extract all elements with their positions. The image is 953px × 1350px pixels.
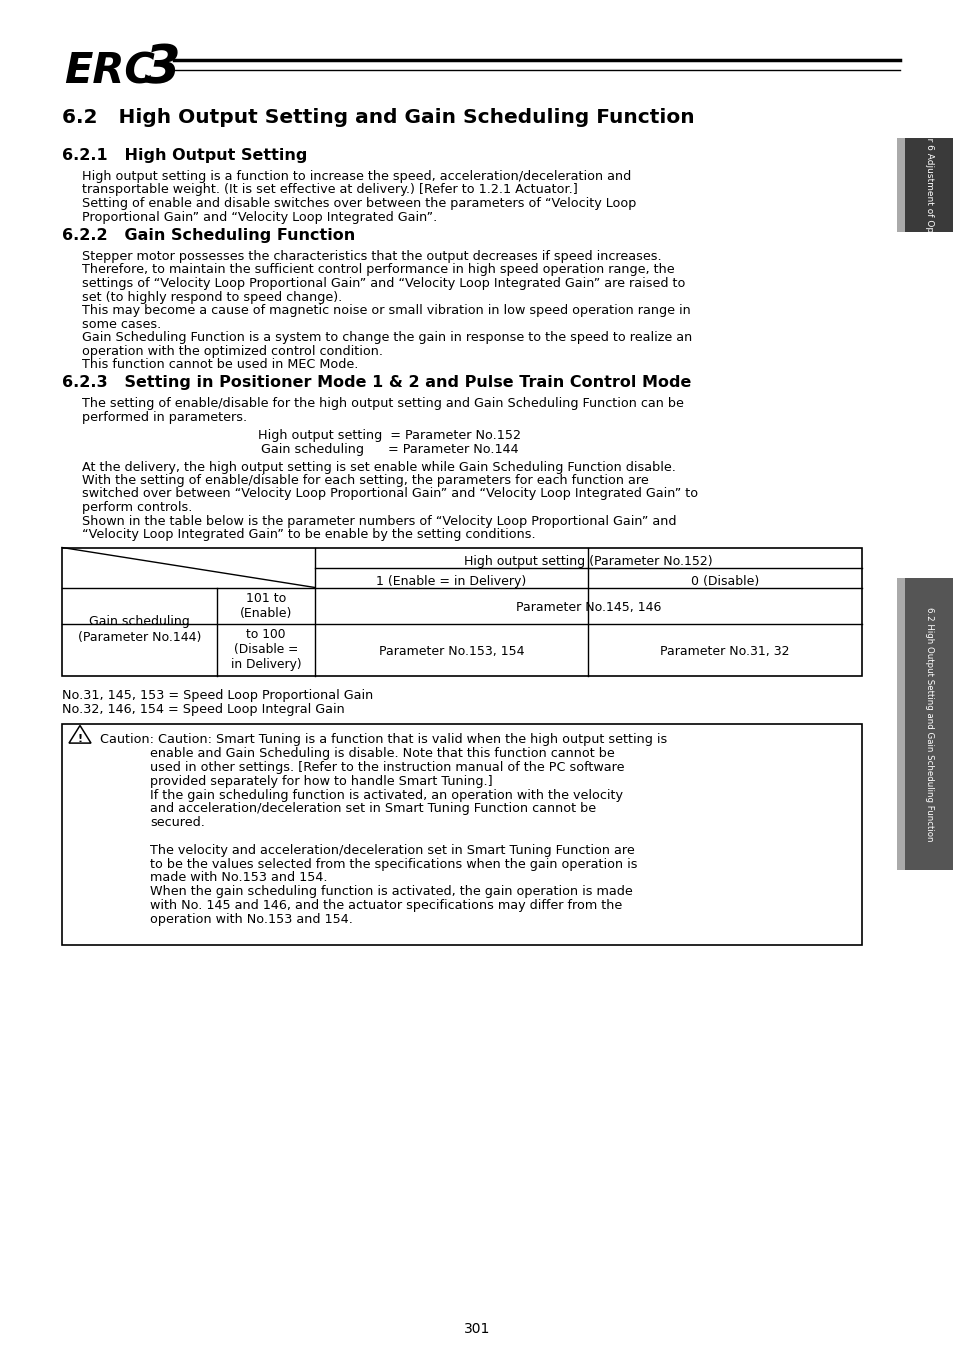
Text: High output setting  = Parameter No.152: High output setting = Parameter No.152 [258,428,521,441]
Text: operation with No.153 and 154.: operation with No.153 and 154. [150,913,353,926]
Text: Parameter No.145, 146: Parameter No.145, 146 [516,601,660,614]
Text: High output setting (Parameter No.152): High output setting (Parameter No.152) [464,555,712,568]
Bar [904,578,953,869]
Text: provided separately for how to handle Smart Tuning.]: provided separately for how to handle Sm… [150,775,492,788]
Text: 6.2.1   High Output Setting: 6.2.1 High Output Setting [62,148,307,163]
Text: made with No.153 and 154.: made with No.153 and 154. [150,872,327,884]
Text: Proportional Gain” and “Velocity Loop Integrated Gain”.: Proportional Gain” and “Velocity Loop In… [82,211,436,224]
Text: ERC: ERC [64,51,154,93]
Text: transportable weight. (It is set effective at delivery.) [Refer to 1.2.1 Actuato: transportable weight. (It is set effecti… [82,184,578,197]
Text: secured.: secured. [150,817,205,829]
Text: When the gain scheduling function is activated, the gain operation is made: When the gain scheduling function is act… [150,886,632,898]
Text: Chapter 6 Adjustment of Operation: Chapter 6 Adjustment of Operation [924,105,933,265]
Text: performed in parameters.: performed in parameters. [82,410,247,424]
Text: used in other settings. [Refer to the instruction manual of the PC software: used in other settings. [Refer to the in… [150,761,624,774]
Text: 6.2 High Output Setting and Gain Scheduling Function: 6.2 High Output Setting and Gain Schedul… [924,606,933,841]
Text: switched over between “Velocity Loop Proportional Gain” and “Velocity Loop Integ: switched over between “Velocity Loop Pro… [82,487,698,501]
Text: set (to highly respond to speed change).: set (to highly respond to speed change). [82,290,342,304]
Text: Stepper motor possesses the characteristics that the output decreases if speed i: Stepper motor possesses the characterist… [82,250,661,263]
Text: to 100
(Disable =
in Delivery): to 100 (Disable = in Delivery) [231,628,301,671]
Bar [904,138,953,232]
Bar [896,138,904,232]
Text: 6.2.2   Gain Scheduling Function: 6.2.2 Gain Scheduling Function [62,228,355,243]
Text: settings of “Velocity Loop Proportional Gain” and “Velocity Loop Integrated Gain: settings of “Velocity Loop Proportional … [82,277,684,290]
Text: Shown in the table below is the parameter numbers of “Velocity Loop Proportional: Shown in the table below is the paramete… [82,514,676,528]
Bar [62,724,862,945]
Text: If the gain scheduling function is activated, an operation with the velocity: If the gain scheduling function is activ… [150,788,622,802]
Bar [62,548,862,675]
Text: Gain scheduling
(Parameter No.144): Gain scheduling (Parameter No.144) [78,616,201,644]
Text: to be the values selected from the specifications when the gain operation is: to be the values selected from the speci… [150,857,637,871]
Text: 6.2   High Output Setting and Gain Scheduling Function: 6.2 High Output Setting and Gain Schedul… [62,108,694,127]
Text: High output setting is a function to increase the speed, acceleration/decelerati: High output setting is a function to inc… [82,170,631,184]
Text: No.32, 146, 154 = Speed Loop Integral Gain: No.32, 146, 154 = Speed Loop Integral Ga… [62,703,344,717]
Text: and acceleration/deceleration set in Smart Tuning Function cannot be: and acceleration/deceleration set in Sma… [150,802,596,815]
Text: Parameter No.31, 32: Parameter No.31, 32 [659,645,789,657]
Text: This function cannot be used in MEC Mode.: This function cannot be used in MEC Mode… [82,358,358,371]
Text: perform controls.: perform controls. [82,501,193,514]
Text: At the delivery, the high output setting is set enable while Gain Scheduling Fun: At the delivery, the high output setting… [82,460,675,474]
Text: No.31, 145, 153 = Speed Loop Proportional Gain: No.31, 145, 153 = Speed Loop Proportiona… [62,690,373,702]
Text: 101 to
(Enable): 101 to (Enable) [239,591,292,620]
Text: With the setting of enable/disable for each setting, the parameters for each fun: With the setting of enable/disable for e… [82,474,648,487]
Text: 6.2.3   Setting in Positioner Mode 1 & 2 and Pulse Train Control Mode: 6.2.3 Setting in Positioner Mode 1 & 2 a… [62,375,691,390]
Text: Therefore, to maintain the sufficient control performance in high speed operatio: Therefore, to maintain the sufficient co… [82,263,674,277]
Text: Gain Scheduling Function is a system to change the gain in response to the speed: Gain Scheduling Function is a system to … [82,331,692,344]
Text: operation with the optimized control condition.: operation with the optimized control con… [82,344,382,358]
Text: some cases.: some cases. [82,317,161,331]
Text: Caution: Caution: Smart Tuning is a function that is valid when the high output : Caution: Caution: Smart Tuning is a func… [100,733,666,747]
Bar [896,578,904,869]
Text: The velocity and acceleration/deceleration set in Smart Tuning Function are: The velocity and acceleration/decelerati… [150,844,634,857]
Text: with No. 145 and 146, and the actuator specifications may differ from the: with No. 145 and 146, and the actuator s… [150,899,621,913]
Text: The setting of enable/disable for the high output setting and Gain Scheduling Fu: The setting of enable/disable for the hi… [82,397,683,410]
Text: This may become a cause of magnetic noise or small vibration in low speed operat: This may become a cause of magnetic nois… [82,304,690,317]
Text: Gain scheduling      = Parameter No.144: Gain scheduling = Parameter No.144 [261,443,518,455]
Text: 3: 3 [144,42,180,95]
Text: “Velocity Loop Integrated Gain” to be enable by the setting conditions.: “Velocity Loop Integrated Gain” to be en… [82,528,535,541]
Text: Parameter No.153, 154: Parameter No.153, 154 [378,645,524,657]
Text: 0 (Disable): 0 (Disable) [690,575,759,589]
Text: 301: 301 [463,1322,490,1336]
Text: 1 (Enable = in Delivery): 1 (Enable = in Delivery) [376,575,526,589]
Text: !: ! [77,733,83,744]
Text: enable and Gain Scheduling is disable. Note that this function cannot be: enable and Gain Scheduling is disable. N… [150,748,614,760]
Text: Setting of enable and disable switches over between the parameters of “Velocity : Setting of enable and disable switches o… [82,197,636,211]
